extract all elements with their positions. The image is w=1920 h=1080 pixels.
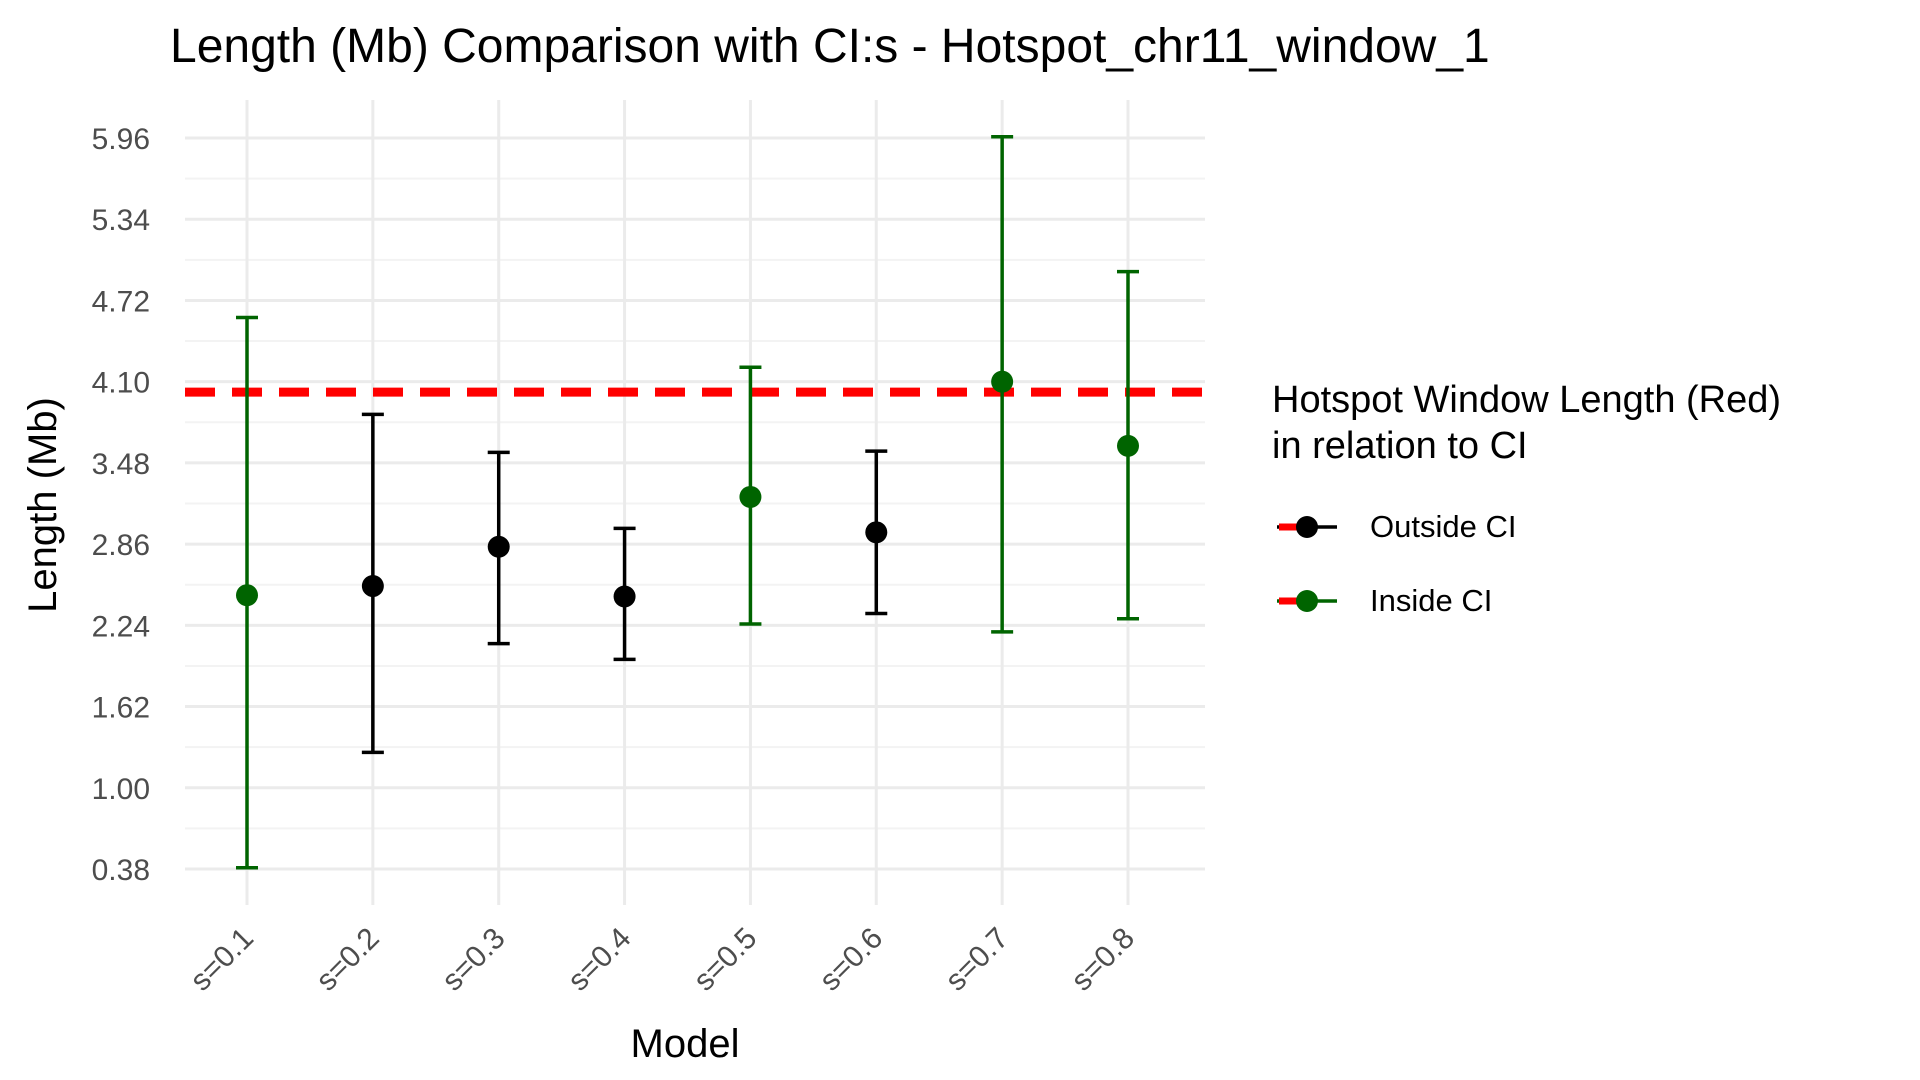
x-tick-label: s=0.4 bbox=[562, 922, 638, 998]
y-tick-label: 2.24 bbox=[92, 610, 150, 643]
x-axis-title: Model bbox=[631, 1022, 740, 1066]
x-tick-label: s=0.1 bbox=[184, 922, 260, 998]
y-tick-label: 1.00 bbox=[92, 773, 150, 806]
legend-label-inside: Inside CI bbox=[1370, 583, 1492, 618]
legend-key-point bbox=[1296, 516, 1318, 538]
y-tick-label: 4.72 bbox=[92, 285, 150, 318]
y-tick-label: 5.34 bbox=[92, 204, 150, 237]
data-point bbox=[991, 370, 1014, 393]
data-point bbox=[236, 584, 258, 607]
x-tick-label: s=0.7 bbox=[939, 922, 1015, 998]
grid bbox=[185, 100, 1205, 905]
legend-title-line2: in relation to CI bbox=[1272, 425, 1528, 467]
marks-layer bbox=[236, 134, 1139, 870]
legend-title-line1: Hotspot Window Length (Red) bbox=[1272, 379, 1781, 421]
y-axis-title: Length (Mb) bbox=[21, 397, 65, 613]
y-tick-label: 5.96 bbox=[92, 123, 150, 156]
y-tick-label: 4.10 bbox=[92, 367, 150, 400]
data-point bbox=[487, 535, 510, 558]
x-tick-label: s=0.6 bbox=[813, 922, 889, 998]
chart-title: Length (Mb) Comparison with CI:s - Hotsp… bbox=[170, 20, 1490, 73]
y-tick-label: 1.62 bbox=[92, 692, 150, 725]
data-point bbox=[613, 585, 636, 608]
data-point bbox=[1117, 434, 1139, 457]
x-tick-label: s=0.3 bbox=[436, 922, 512, 998]
legend: Hotspot Window Length (Red) in relation … bbox=[1272, 379, 1781, 618]
y-tick-label: 0.38 bbox=[92, 854, 150, 887]
legend-key-point bbox=[1296, 590, 1318, 612]
data-point bbox=[865, 521, 888, 544]
x-tick-label: s=0.2 bbox=[310, 922, 386, 998]
x-tick-label: s=0.8 bbox=[1065, 922, 1141, 998]
legend-label-outside: Outside CI bbox=[1370, 509, 1516, 544]
data-point bbox=[361, 575, 384, 598]
y-tick-labels: 0.38 1.00 1.62 2.24 2.86 3.48 4.10 4.72 5.34 5.96 bbox=[92, 123, 150, 887]
x-tick-labels: s=0.1 s=0.2 s=0.3 s=0.4 s=0.5 s=0.6 s=0.7 s=0.8 bbox=[184, 922, 1141, 998]
y-tick-label: 2.86 bbox=[92, 529, 150, 562]
x-tick-label: s=0.5 bbox=[688, 922, 764, 998]
y-tick-label: 3.48 bbox=[92, 448, 150, 481]
legend-keys bbox=[1277, 516, 1337, 612]
data-point bbox=[739, 485, 762, 508]
